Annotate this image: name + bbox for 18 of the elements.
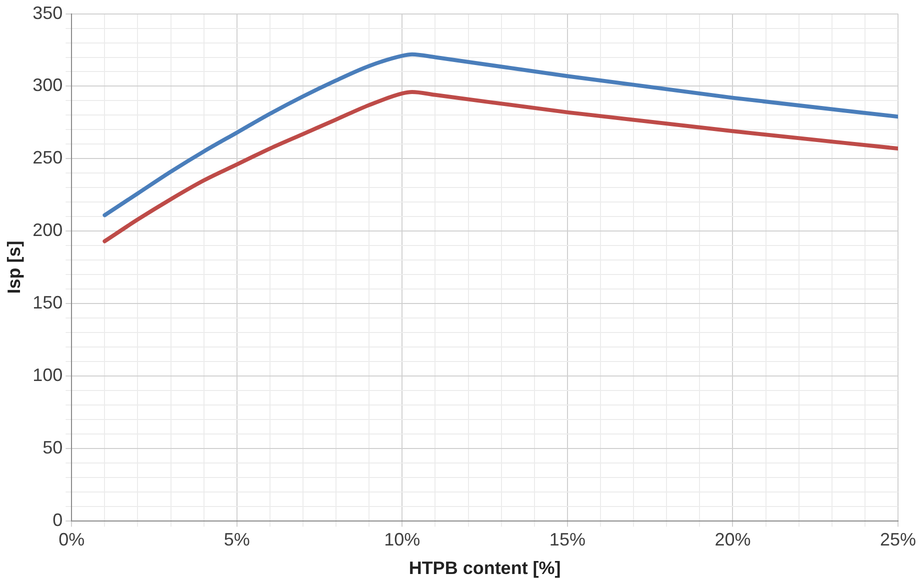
y-tick-label: 150: [32, 292, 63, 312]
y-tick-label: 50: [42, 437, 63, 458]
line-series: [102, 90, 898, 244]
line-series: [102, 52, 898, 218]
y-tick-label: 300: [32, 75, 63, 96]
y-tick-label: 350: [32, 2, 63, 23]
y-axis-title: Isp [s]: [4, 240, 24, 294]
x-tick-label: 5%: [224, 530, 250, 550]
y-tick-label: 100: [32, 364, 63, 385]
x-tick-label: 10%: [384, 530, 420, 550]
x-axis-title: HTPB content [%]: [408, 558, 561, 578]
x-tick-label: 0%: [58, 530, 85, 550]
x-tick-label: 20%: [714, 530, 751, 550]
x-tick-label: 15%: [549, 530, 586, 550]
x-tick-label: 25%: [880, 530, 916, 550]
y-tick-label: 0: [52, 510, 63, 530]
y-tick-label: 200: [32, 220, 63, 240]
y-tick-label: 250: [32, 148, 63, 168]
